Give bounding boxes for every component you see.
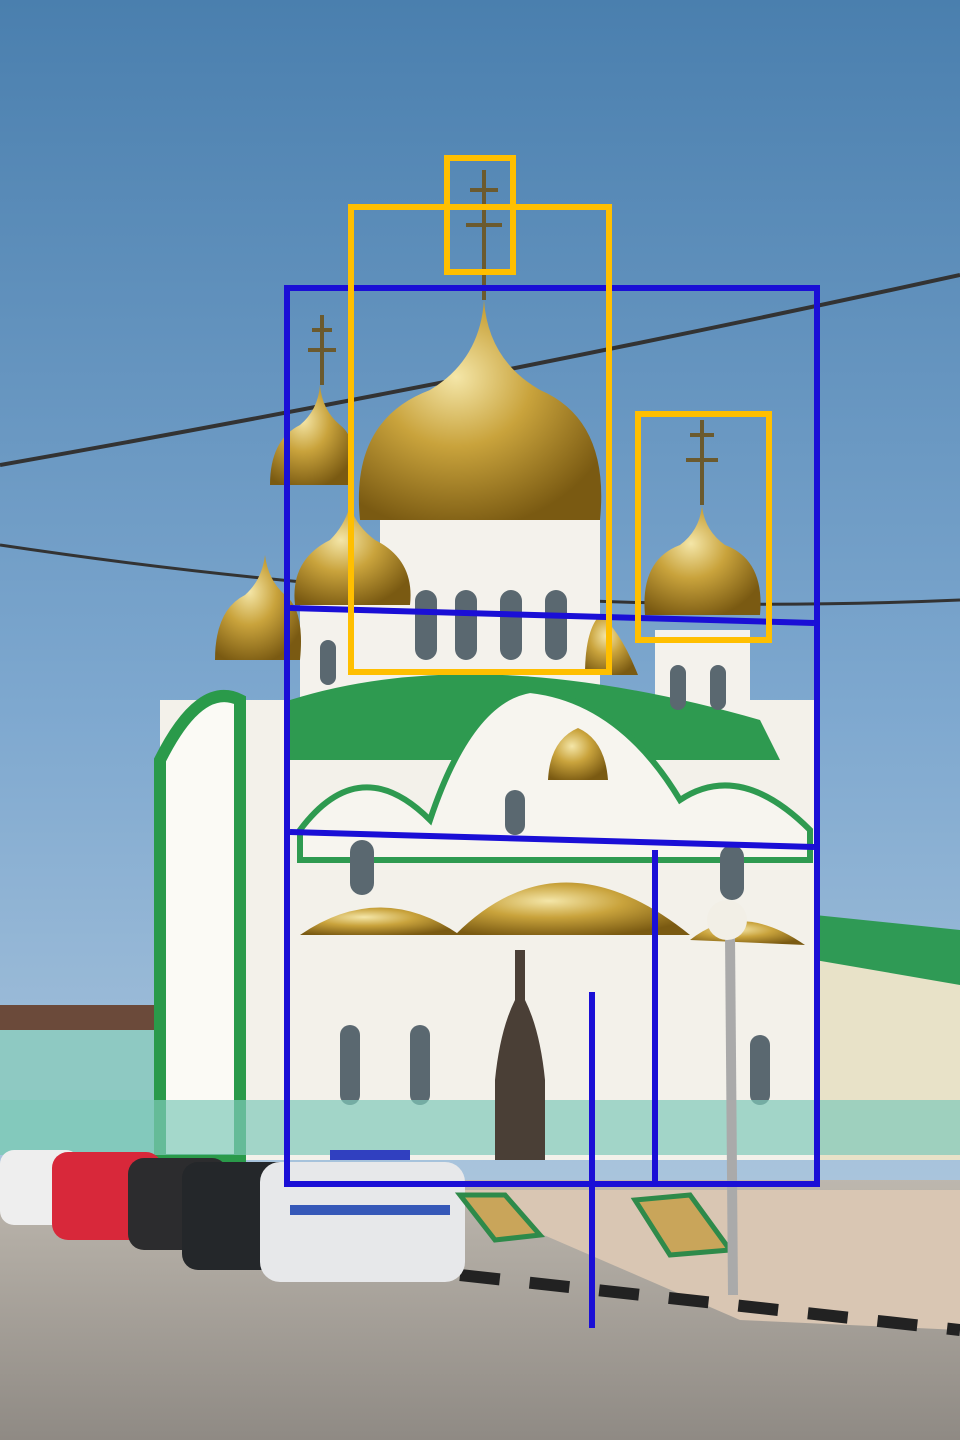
roof: [0, 1005, 160, 1030]
page: (() => { const data = JSON.parse(documen…: [0, 0, 960, 1440]
lamp-post: [730, 935, 733, 1295]
church-arch: [160, 696, 240, 1160]
lamp: [707, 900, 747, 940]
scene: [0, 0, 960, 1440]
